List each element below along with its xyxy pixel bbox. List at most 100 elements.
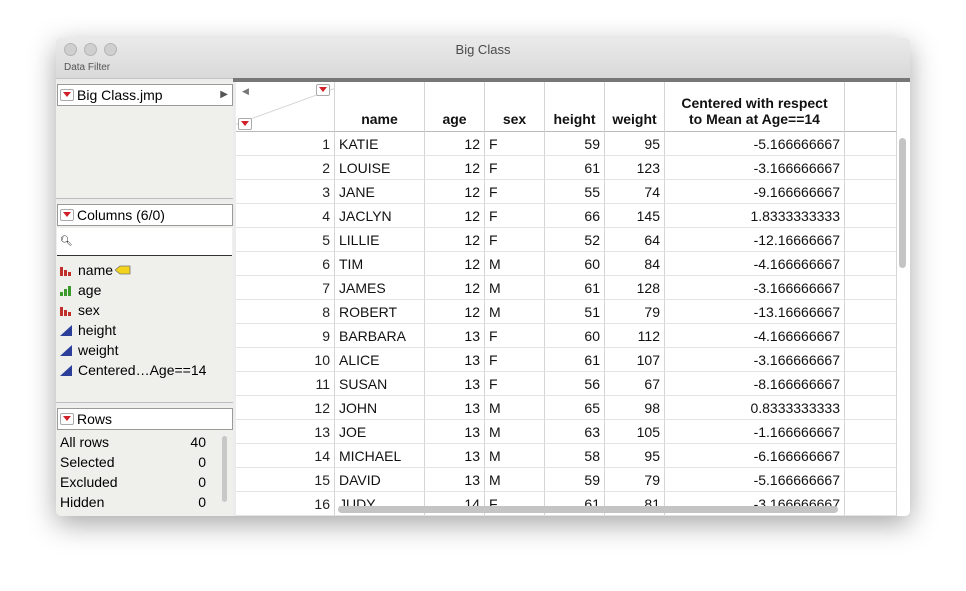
column-header[interactable]: height: [545, 82, 605, 132]
cell: F: [485, 324, 545, 348]
rows-panel-header[interactable]: Rows: [57, 408, 233, 430]
empty-cell: [845, 468, 897, 492]
empty-cell: [845, 300, 897, 324]
column-header[interactable]: name: [335, 82, 425, 132]
column-header: [845, 82, 897, 132]
cell: 61: [545, 348, 605, 372]
cell: 79: [605, 300, 665, 324]
data-grid: ◀ name age sex height weight Centered with re…: [236, 82, 910, 516]
empty-cell: [845, 492, 897, 516]
row-number: 5: [236, 228, 335, 252]
cell: 56: [545, 372, 605, 396]
zoom-button[interactable]: [104, 43, 117, 56]
table-panel-header[interactable]: Big Class.jmp ▶: [57, 84, 233, 106]
cell: 12: [425, 252, 485, 276]
column-name: Centered…Age==14: [78, 362, 207, 378]
column-header[interactable]: weight: [605, 82, 665, 132]
cell: 63: [545, 420, 605, 444]
column-list: name age sex height weight Centered…Age==14: [56, 260, 233, 400]
column-header[interactable]: age: [425, 82, 485, 132]
cell: 13: [425, 396, 485, 420]
data-filter-button[interactable]: Data Filter: [64, 62, 111, 73]
cell: F: [485, 228, 545, 252]
column-item[interactable]: age: [60, 280, 101, 300]
cell: 55: [545, 180, 605, 204]
cell: 64: [605, 228, 665, 252]
scrollbar[interactable]: [222, 436, 227, 502]
stat-label: All rows: [60, 434, 110, 450]
column-item[interactable]: name: [60, 260, 131, 280]
stat-label: Selected: [60, 454, 115, 470]
empty-cell: [845, 276, 897, 300]
horizontal-scrollbar[interactable]: [338, 506, 838, 513]
minimize-button[interactable]: [84, 43, 97, 56]
column-item[interactable]: weight: [60, 340, 118, 360]
cell: 13: [425, 348, 485, 372]
empty-cell: [845, 348, 897, 372]
row-number: 11: [236, 372, 335, 396]
cell: DAVID: [335, 468, 425, 492]
stat-label: Hidden: [60, 494, 105, 510]
cell: LOUISE: [335, 156, 425, 180]
cell: -9.166666667: [665, 180, 845, 204]
cell: MICHAEL: [335, 444, 425, 468]
empty-cell: [845, 180, 897, 204]
empty-cell: [845, 396, 897, 420]
cell: -3.166666667: [665, 156, 845, 180]
separator: [233, 78, 910, 82]
cell: 12: [425, 156, 485, 180]
column-item[interactable]: Centered…Age==14: [60, 360, 206, 380]
title-bar: Big Class Data Filter: [56, 38, 910, 79]
cell: -4.166666667: [665, 324, 845, 348]
row-number: 7: [236, 276, 335, 300]
vertical-scrollbar[interactable]: [899, 138, 906, 268]
cell: -8.166666667: [665, 372, 845, 396]
row-number: 16: [236, 492, 335, 516]
column-name: name: [78, 262, 114, 278]
cell: M: [485, 396, 545, 420]
row-stat: Excluded 0: [60, 472, 206, 492]
cell: F: [485, 156, 545, 180]
rows-title: Rows: [77, 411, 113, 427]
column-item[interactable]: sex: [60, 300, 100, 320]
empty-cell: [845, 132, 897, 156]
cell: 0.8333333333: [665, 396, 845, 420]
cell: JAMES: [335, 276, 425, 300]
cell: 123: [605, 156, 665, 180]
columns-panel: Columns (6/0) 🔍︎ name age sex height weight C…: [56, 202, 233, 403]
row-stat: Selected 0: [60, 452, 206, 472]
table-name: Big Class.jmp: [77, 87, 163, 103]
header-text: weight: [612, 111, 657, 127]
cell: 1.8333333333: [665, 204, 845, 228]
stat-label: Excluded: [60, 474, 118, 490]
column-header[interactable]: Centered with respect to Mean at Age==14: [665, 82, 845, 132]
row-stat: Hidden 0: [60, 492, 206, 512]
stat-value: 0: [198, 512, 206, 516]
column-header[interactable]: sex: [485, 82, 545, 132]
cell: M: [485, 300, 545, 324]
cell: -3.166666667: [665, 276, 845, 300]
cell: -3.166666667: [665, 348, 845, 372]
cell: JACLYN: [335, 204, 425, 228]
cell: 107: [605, 348, 665, 372]
cell: M: [485, 468, 545, 492]
corner-cell[interactable]: ◀: [236, 82, 335, 132]
cell: ROBERT: [335, 300, 425, 324]
cell: 12: [425, 276, 485, 300]
empty-cell: [845, 252, 897, 276]
row-number: 13: [236, 420, 335, 444]
column-search[interactable]: 🔍︎: [57, 228, 232, 256]
columns-panel-header[interactable]: Columns (6/0): [57, 204, 233, 226]
column-item[interactable]: height: [60, 320, 116, 340]
row-number: 1: [236, 132, 335, 156]
cell: 66: [545, 204, 605, 228]
window: Big Class Data Filter Big Class.jmp ▶ Col…: [56, 38, 910, 516]
cell: 13: [425, 468, 485, 492]
close-button[interactable]: [64, 43, 77, 56]
empty-cell: [845, 228, 897, 252]
cell: 12: [425, 204, 485, 228]
cell: 13: [425, 372, 485, 396]
cell: 65: [545, 396, 605, 420]
window-title: Big Class: [455, 42, 511, 57]
cell: 12: [425, 300, 485, 324]
